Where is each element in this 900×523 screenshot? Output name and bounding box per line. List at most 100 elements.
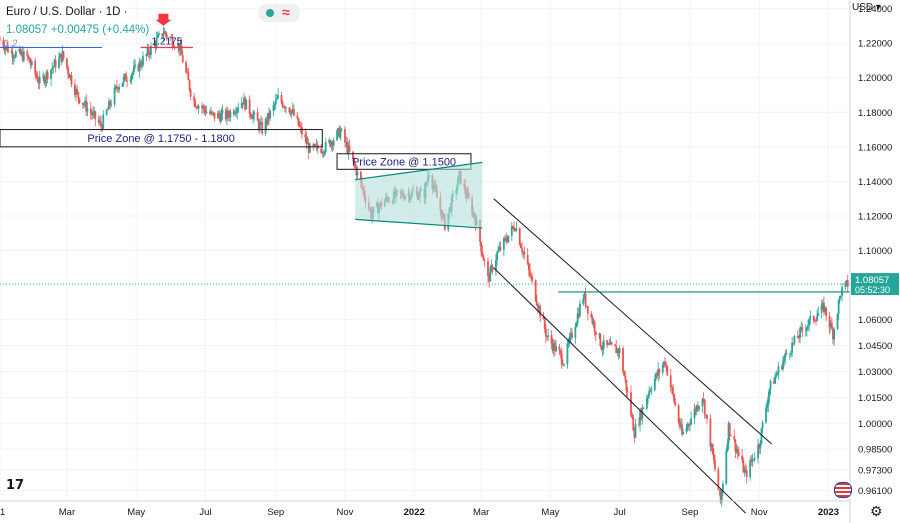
candle-body [481, 251, 484, 256]
candle-body [330, 142, 333, 147]
wave-icon[interactable]: ≈ [282, 4, 290, 20]
candle-body [170, 37, 173, 39]
candle-body [777, 366, 780, 374]
candle [260, 116, 262, 125]
candle [304, 128, 307, 143]
candle [483, 258, 486, 267]
candle [674, 397, 677, 407]
candle [518, 227, 521, 246]
candle-body [84, 100, 87, 105]
candle-body [232, 111, 235, 115]
candle [187, 67, 190, 81]
x-tick-label: 21 [0, 507, 5, 518]
candle [115, 80, 118, 93]
y-tick-label: 1.14000 [858, 177, 892, 188]
indicator-toggle[interactable]: ≈ [258, 4, 300, 22]
annotations[interactable]: Price Zone @ 1.1750 - 1.1800 Price Zone @… [0, 13, 850, 514]
candle [299, 121, 302, 133]
candle-body [46, 71, 49, 80]
candle [812, 315, 815, 324]
candle-body [682, 431, 685, 435]
price-axis[interactable]: 1.24000 1.22000 1.20000 1.18000 1.16000 1.140… [849, 0, 899, 523]
candle-body [590, 313, 593, 318]
candle [768, 388, 771, 404]
candle-body [235, 112, 237, 114]
candle [665, 361, 668, 372]
channel-lower-line[interactable] [493, 267, 746, 514]
candle-body [300, 126, 303, 135]
candle [733, 429, 736, 442]
candle-body [523, 251, 526, 255]
price-tag [851, 273, 899, 296]
candle-body [558, 346, 561, 351]
candle-body [321, 152, 324, 153]
price-zone-box[interactable] [336, 153, 472, 170]
candle [264, 116, 267, 137]
x-tick-label: Jul [199, 507, 211, 518]
candle [161, 32, 164, 39]
candle [522, 250, 525, 259]
ma-label: 1.2 [4, 39, 18, 50]
candle [798, 334, 800, 343]
candle-body [757, 444, 759, 459]
candle [268, 107, 270, 126]
candle-body [245, 99, 248, 110]
candle [583, 292, 586, 301]
candle [602, 335, 605, 355]
candle [677, 403, 680, 425]
channel-upper-line[interactable] [493, 198, 773, 445]
candle [227, 108, 230, 122]
candle-body [276, 98, 278, 100]
candle-body [299, 126, 302, 128]
candle-body [189, 89, 192, 97]
candle [655, 372, 657, 382]
candle [297, 117, 300, 127]
candle [133, 59, 135, 75]
candle-body [66, 58, 68, 68]
candle [162, 26, 165, 43]
candle-body [650, 389, 653, 391]
candle-body [101, 126, 104, 129]
candle-body [268, 113, 270, 119]
candle [285, 106, 287, 114]
candle-body [530, 275, 533, 277]
time-axis[interactable]: 21 Mar May Jul Sep Nov 2022 Mar May Jul Sep Nov 2023 [0, 500, 850, 518]
candle [727, 420, 730, 450]
candle-body [681, 424, 683, 435]
candle [781, 363, 783, 371]
candle [298, 121, 301, 128]
candle-body [145, 54, 148, 57]
candle [282, 105, 285, 108]
candle-body [221, 110, 224, 114]
candle-body [649, 390, 652, 392]
candle [353, 156, 355, 170]
candle-body [356, 171, 359, 176]
gear-icon[interactable]: ⚙ [870, 503, 883, 519]
candle-body [125, 73, 127, 82]
candle [534, 279, 537, 303]
candle [662, 361, 665, 368]
candle-body [539, 306, 542, 317]
candle-body [28, 57, 31, 63]
candle-body [164, 31, 167, 35]
candle [751, 453, 754, 467]
candle [661, 362, 664, 376]
candle [653, 374, 656, 392]
tradingview-logo-icon[interactable]: 17 [6, 478, 25, 493]
candle-body [355, 166, 358, 176]
candle-body [36, 76, 39, 82]
candle [776, 371, 779, 376]
candle-body [307, 142, 310, 153]
candle [808, 317, 811, 332]
candle-body [618, 348, 621, 354]
currency-selector[interactable]: USD ▾ [852, 2, 881, 13]
price-zone-box[interactable] [0, 129, 323, 148]
x-tick-label: Sep [682, 507, 699, 518]
triangle-pattern[interactable] [355, 162, 483, 229]
candle [626, 386, 629, 397]
candle-body [805, 327, 808, 331]
candle [30, 58, 33, 69]
candle-body [526, 254, 529, 264]
candle-body [118, 86, 121, 90]
